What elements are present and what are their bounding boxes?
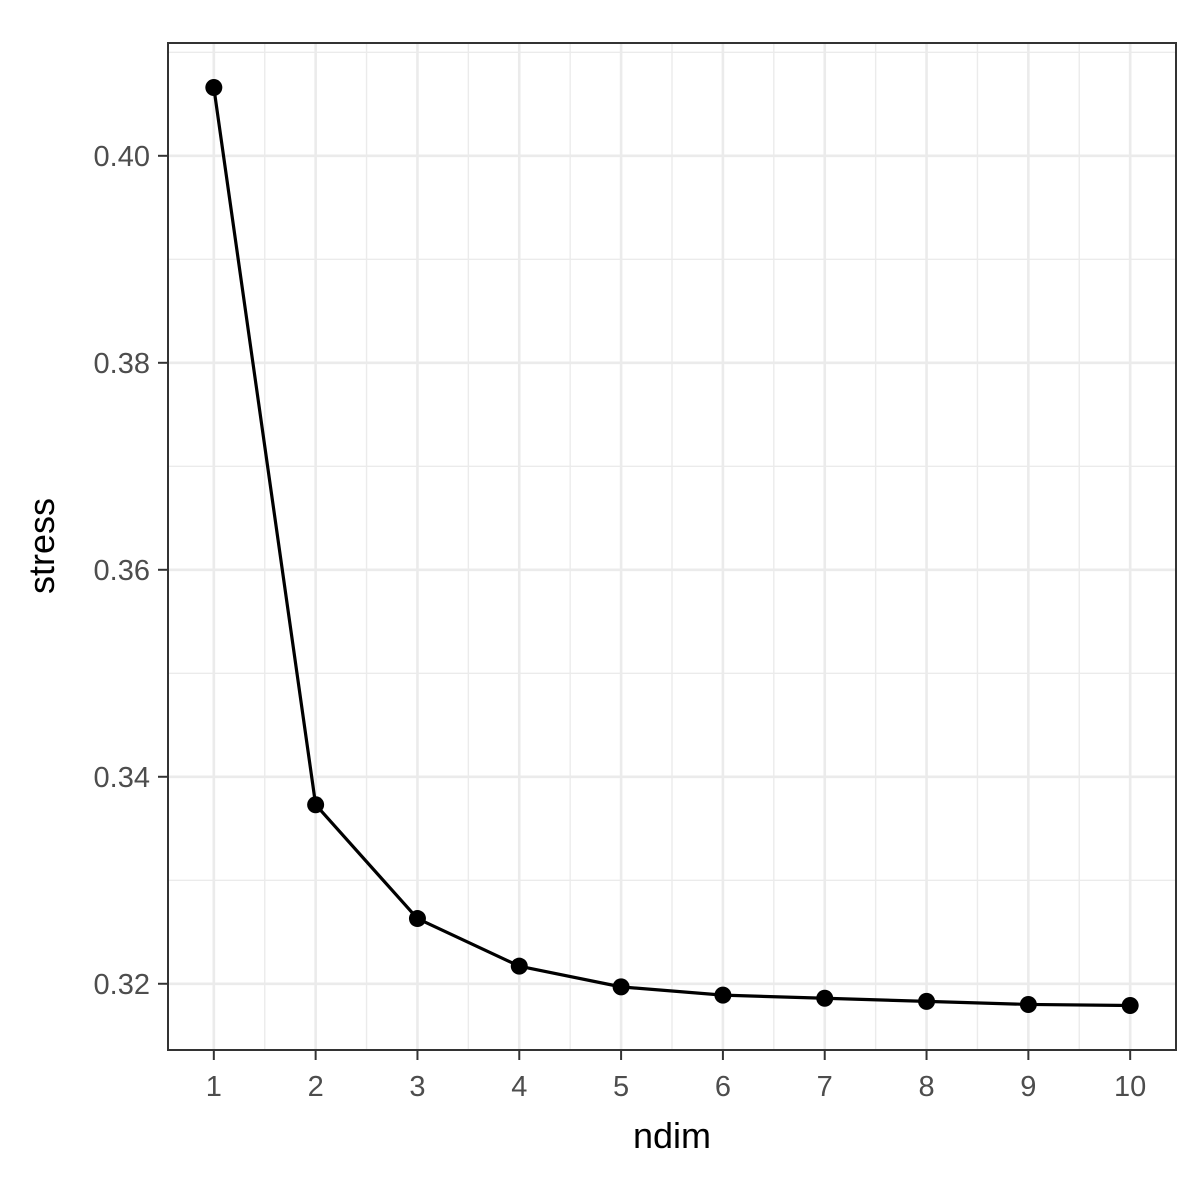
y-tick-label: 0.38 — [94, 348, 150, 380]
y-tick-label: 0.40 — [94, 141, 150, 173]
data-point-ndim-8 — [918, 992, 936, 1010]
series-line — [212, 87, 1131, 1008]
x-tick-label: 9 — [1020, 1071, 1036, 1103]
data-point-ndim-5 — [612, 978, 630, 996]
data-point-ndim-7 — [816, 989, 834, 1007]
y-tick-label: 0.32 — [94, 969, 150, 1001]
x-tick-label: 8 — [918, 1071, 934, 1103]
x-tick-label: 5 — [613, 1071, 629, 1103]
series-line-layer — [212, 87, 1131, 1008]
data-point-ndim-4 — [510, 957, 528, 975]
data-point-ndim-1 — [205, 79, 223, 97]
y-tick-label: 0.36 — [94, 555, 150, 587]
data-point-ndim-2 — [307, 796, 325, 814]
x-tick-label: 3 — [409, 1071, 425, 1103]
y-axis-title: stress — [21, 498, 62, 594]
x-tick-label: 4 — [511, 1071, 527, 1103]
x-tick-label: 10 — [1114, 1071, 1146, 1103]
data-points — [205, 79, 1139, 1014]
plot-panel-border — [167, 42, 1177, 1051]
x-tick-label: 2 — [308, 1071, 324, 1103]
x-tick-label: 6 — [715, 1071, 731, 1103]
data-point-ndim-6 — [714, 986, 732, 1004]
x-tick-label: 7 — [817, 1071, 833, 1103]
grid-lines — [168, 43, 1176, 1050]
data-point-ndim-9 — [1019, 995, 1037, 1013]
x-axis-title: ndim — [633, 1115, 711, 1156]
data-point-ndim-10 — [1121, 996, 1139, 1014]
y-tick-label: 0.34 — [94, 762, 150, 794]
x-axis-ticks: 1 2 3 4 5 6 7 8 9 10 — [206, 1050, 1146, 1103]
y-axis-ticks: 0.32 0.34 0.36 0.38 0.40 — [94, 141, 168, 1001]
data-point-ndim-3 — [408, 910, 426, 928]
x-tick-label: 1 — [206, 1071, 222, 1103]
